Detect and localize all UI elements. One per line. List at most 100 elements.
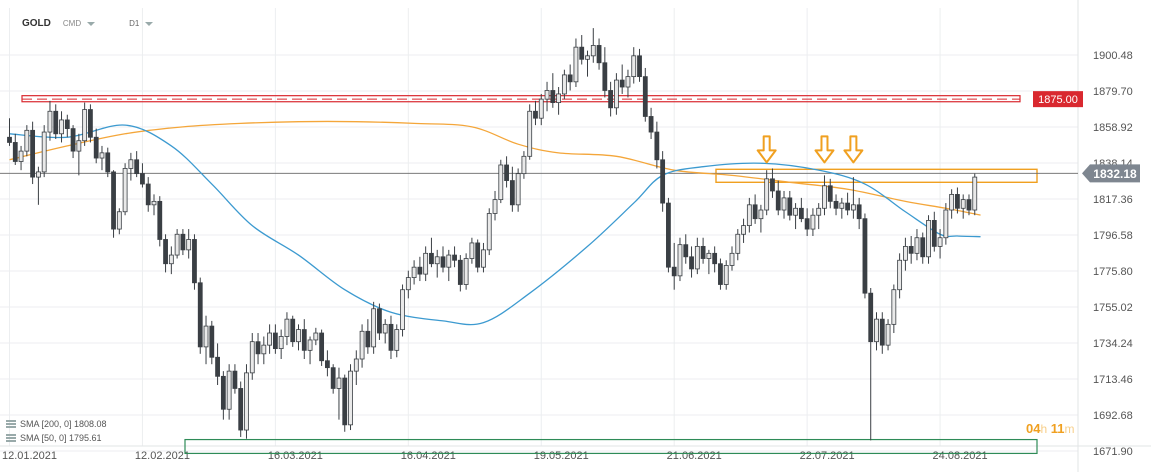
candle[interactable] xyxy=(509,180,515,206)
chevron-down-icon[interactable] xyxy=(87,21,96,26)
candle[interactable] xyxy=(405,277,411,291)
candle[interactable] xyxy=(544,90,550,100)
candle[interactable] xyxy=(879,318,885,346)
candle[interactable] xyxy=(515,173,521,206)
candle[interactable] xyxy=(105,152,111,173)
candle[interactable] xyxy=(694,245,700,270)
candle[interactable] xyxy=(469,242,475,259)
candle[interactable] xyxy=(567,74,573,83)
candle[interactable] xyxy=(128,159,134,169)
candle[interactable] xyxy=(180,233,186,251)
candle[interactable] xyxy=(787,197,793,216)
candle[interactable] xyxy=(209,325,215,358)
candle[interactable] xyxy=(290,318,296,343)
candle[interactable] xyxy=(492,199,498,214)
candle[interactable] xyxy=(463,258,469,285)
candle[interactable] xyxy=(30,129,36,178)
candle[interactable] xyxy=(192,239,197,284)
candle[interactable] xyxy=(631,55,637,78)
candle[interactable] xyxy=(186,239,192,251)
candle[interactable] xyxy=(365,330,371,348)
candle[interactable] xyxy=(197,282,203,348)
candle[interactable] xyxy=(440,256,446,268)
candle[interactable] xyxy=(238,388,244,431)
candle[interactable] xyxy=(625,76,631,88)
candle[interactable] xyxy=(486,213,492,251)
candle[interactable] xyxy=(53,110,59,135)
candle[interactable] xyxy=(822,185,827,209)
candle[interactable] xyxy=(319,332,325,362)
candle[interactable] xyxy=(313,332,319,341)
candle[interactable] xyxy=(330,367,336,389)
candle[interactable] xyxy=(585,55,590,60)
candle[interactable] xyxy=(36,171,41,178)
candle[interactable] xyxy=(134,159,140,175)
candle[interactable] xyxy=(116,211,122,230)
candle[interactable] xyxy=(336,377,342,389)
candle[interactable] xyxy=(741,225,746,235)
legend-sma50[interactable]: SMA [50, 0] 1795.61 xyxy=(6,433,102,443)
candle[interactable] xyxy=(284,318,290,337)
candle[interactable] xyxy=(683,244,689,258)
candle[interactable] xyxy=(394,329,400,351)
candle[interactable] xyxy=(729,252,735,266)
candle[interactable] xyxy=(168,254,174,265)
candle[interactable] xyxy=(538,98,544,119)
candle[interactable] xyxy=(550,90,556,104)
candle[interactable] xyxy=(660,159,666,204)
candle[interactable] xyxy=(47,110,53,133)
indicator-menu-icon[interactable] xyxy=(6,434,16,442)
candle[interactable] xyxy=(498,164,504,201)
candle[interactable] xyxy=(359,330,365,360)
candle[interactable] xyxy=(903,245,908,261)
candle[interactable] xyxy=(226,370,232,410)
candle[interactable] xyxy=(960,199,966,209)
candle[interactable] xyxy=(59,119,64,135)
candle[interactable] xyxy=(417,266,423,275)
candle[interactable] xyxy=(671,266,677,277)
candle[interactable] xyxy=(307,339,313,351)
candle[interactable] xyxy=(278,336,284,350)
candle[interactable] xyxy=(862,218,868,294)
candle[interactable] xyxy=(764,178,770,211)
candle[interactable] xyxy=(561,74,567,95)
candle[interactable] xyxy=(619,79,625,88)
candle[interactable] xyxy=(677,244,683,277)
candle[interactable] xyxy=(521,155,527,175)
candle[interactable] xyxy=(457,259,463,285)
candle[interactable] xyxy=(244,372,249,431)
candle[interactable] xyxy=(850,204,856,211)
candle[interactable] xyxy=(793,207,798,216)
candle[interactable] xyxy=(24,129,30,152)
candle[interactable] xyxy=(839,202,845,209)
candle[interactable] xyxy=(596,45,602,64)
candle[interactable] xyxy=(88,109,93,138)
candle[interactable] xyxy=(637,55,642,78)
candle[interactable] xyxy=(301,329,307,351)
candle[interactable] xyxy=(70,128,76,152)
candle[interactable] xyxy=(446,254,452,268)
candle[interactable] xyxy=(76,140,82,152)
legend-sma200[interactable]: SMA [200, 0] 1808.08 xyxy=(6,419,107,429)
candle[interactable] xyxy=(700,245,706,259)
candle[interactable] xyxy=(423,252,429,275)
candle[interactable] xyxy=(342,377,348,426)
candle[interactable] xyxy=(324,360,330,369)
candle[interactable] xyxy=(504,164,509,181)
candle[interactable] xyxy=(382,323,388,334)
candle[interactable] xyxy=(533,110,538,119)
candle[interactable] xyxy=(174,233,180,256)
timeframe-label[interactable]: D1 xyxy=(129,18,140,28)
candle[interactable] xyxy=(296,329,301,343)
candle[interactable] xyxy=(868,292,874,343)
candle[interactable] xyxy=(833,200,839,209)
candle[interactable] xyxy=(203,325,209,348)
candle[interactable] xyxy=(972,176,978,211)
candle[interactable] xyxy=(145,183,151,206)
candle[interactable] xyxy=(735,233,741,254)
candle[interactable] xyxy=(7,136,12,143)
candle[interactable] xyxy=(579,46,585,60)
candle[interactable] xyxy=(151,200,157,206)
candle[interactable] xyxy=(388,323,394,351)
candle[interactable] xyxy=(955,194,960,209)
